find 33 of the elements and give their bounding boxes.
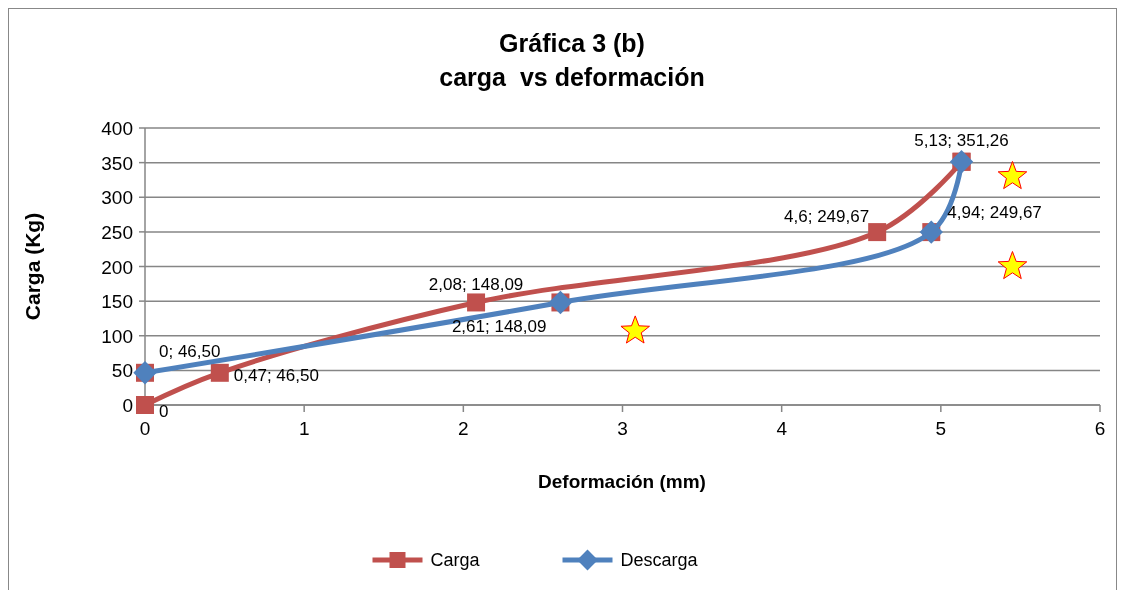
data-label: 0 — [159, 402, 169, 421]
x-tick-label: 2 — [458, 418, 469, 439]
x-axis-title: Deformación (mm) — [538, 471, 706, 492]
y-axis-title: Carga (Kg) — [21, 212, 44, 321]
x-tick-label: 0 — [139, 418, 151, 439]
data-label: 4,94; 249,67 — [947, 203, 1042, 223]
y-tick-label: 400 — [101, 118, 133, 139]
y-tick-label: 350 — [101, 152, 133, 174]
legend-label: Descarga — [620, 550, 699, 570]
point — [868, 223, 887, 242]
x-tick-label: 5 — [935, 418, 947, 439]
y-tick-label: 250 — [101, 221, 133, 243]
x-tick-label: 1 — [298, 418, 310, 439]
data-label: 0,47; 46,50 — [233, 365, 319, 385]
y-tick-label: 0 — [122, 395, 133, 416]
y-tick-label: 100 — [101, 325, 133, 347]
data-label: 2,08; 148,09 — [428, 275, 524, 295]
data-label: 2,61; 148,09 — [451, 317, 547, 337]
data-label: 4,6; 249,67 — [784, 207, 870, 227]
x-tick-label: 4 — [776, 418, 788, 439]
y-tick-label: 200 — [101, 256, 133, 278]
x-tick-label: 3 — [617, 418, 628, 439]
y-tick-label: 300 — [101, 187, 133, 209]
point — [467, 293, 486, 312]
legend-label: Carga — [430, 550, 481, 570]
x-tick-label: 6 — [1094, 418, 1106, 439]
point — [136, 396, 154, 414]
y-tick-label: 50 — [111, 360, 133, 382]
data-label: 5,13; 351,26 — [914, 130, 1009, 150]
chart-title: Gráfica 3 (b) carga vs deformación — [439, 29, 705, 91]
y-tick-label: 150 — [101, 291, 133, 313]
point — [210, 363, 229, 382]
data-label: 0; 46,50 — [159, 341, 221, 361]
